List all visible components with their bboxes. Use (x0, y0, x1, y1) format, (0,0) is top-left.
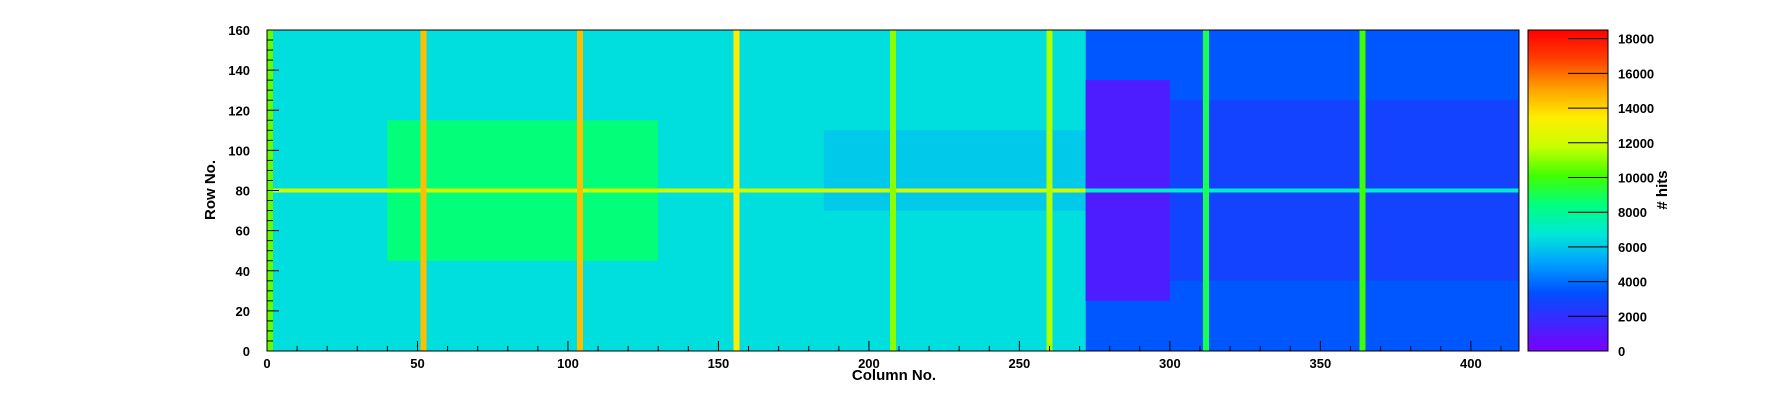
hot-column-band (577, 30, 583, 351)
heatmap-plot-area (267, 30, 1519, 351)
x-tick-label: 150 (708, 356, 730, 371)
hot-column-band (890, 30, 896, 351)
hot-column-band (420, 30, 427, 351)
y-tick-label: 40 (236, 264, 250, 279)
z-tick-label: 14000 (1618, 101, 1654, 116)
x-tick-label: 200 (858, 356, 880, 371)
hot-column-band (733, 30, 740, 351)
x-tick-label: 300 (1159, 356, 1181, 371)
z-tick-label: 18000 (1618, 32, 1654, 47)
hot-row-band (267, 188, 1086, 193)
z-axis: 0 2000 4000 6000 8000 10000 12000 14000 16000 180… (1568, 32, 1654, 359)
x-tick-label: 0 (263, 356, 270, 371)
z-tick-label: 12000 (1618, 136, 1654, 151)
color-scale-gradient (1528, 30, 1608, 351)
y-tick-label: 100 (228, 143, 250, 158)
color-scale-bar (1527, 29, 1609, 352)
y-tick-label: 80 (236, 184, 250, 199)
x-tick-label: 100 (557, 356, 579, 371)
x-tick-label: 50 (410, 356, 424, 371)
hot-column-band (1046, 30, 1053, 351)
x-axis: 0 50 100 150 200 250 300 350 400 (263, 341, 1502, 371)
x-axis-title: Column No. (852, 367, 936, 384)
z-tick-label: 8000 (1618, 205, 1647, 220)
heatmap-region (823, 130, 1086, 211)
z-tick-label: 16000 (1618, 66, 1654, 81)
z-tick-label: 4000 (1618, 275, 1647, 290)
z-tick-label: 0 (1618, 344, 1625, 359)
y-tick-label: 140 (228, 63, 250, 78)
hot-row-band (1085, 188, 1519, 193)
y-axis-title: Row No. (202, 160, 219, 220)
y-axis: 0 20 40 60 80 100 120 140 160 (228, 23, 279, 359)
z-tick-label: 2000 (1618, 309, 1647, 324)
y-tick-label: 20 (236, 304, 250, 319)
x-tick-label: 350 (1310, 356, 1332, 371)
z-axis-title: # hits (1654, 170, 1671, 209)
x-tick-label: 400 (1460, 356, 1482, 371)
hot-column-band (1203, 30, 1209, 351)
y-tick-label: 0 (243, 344, 250, 359)
y-tick-label: 160 (228, 23, 250, 38)
x-tick-label: 250 (1009, 356, 1031, 371)
y-tick-label: 60 (236, 224, 250, 239)
hot-column-band (1359, 30, 1366, 351)
y-tick-label: 120 (228, 103, 250, 118)
z-tick-label: 6000 (1618, 240, 1647, 255)
z-tick-label: 10000 (1618, 170, 1654, 185)
